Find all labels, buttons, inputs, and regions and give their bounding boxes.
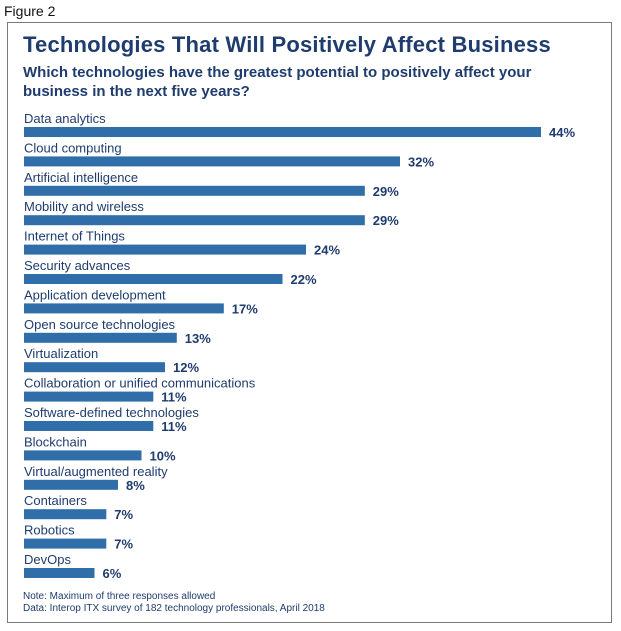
value-label: 11% xyxy=(161,419,187,434)
bar xyxy=(24,538,107,549)
figure-label: Figure 2 xyxy=(4,3,56,19)
value-label: 32% xyxy=(408,154,434,169)
note-data-source: Data: Interop ITX survey of 182 technolo… xyxy=(23,603,325,614)
category-label: Robotics xyxy=(24,523,75,538)
bar xyxy=(24,244,306,255)
value-label: 7% xyxy=(114,537,133,552)
value-label: 6% xyxy=(103,566,122,581)
category-label: Open source technologies xyxy=(24,317,176,332)
category-label: Cloud computing xyxy=(24,140,122,155)
bar xyxy=(24,127,541,137)
bar xyxy=(24,421,154,431)
category-label: Application development xyxy=(24,287,166,302)
value-label: 29% xyxy=(373,184,399,199)
chart-subtitle: Which technologies have the greatest pot… xyxy=(23,64,532,100)
category-label: DevOps xyxy=(24,552,71,567)
category-label: Data analytics xyxy=(24,111,106,126)
chart-frame xyxy=(7,22,612,623)
value-label: 24% xyxy=(314,243,340,258)
note-responses: Note: Maximum of three responses allowed xyxy=(23,591,216,602)
bar xyxy=(24,568,95,578)
chart-title: Technologies That Will Positively Affect… xyxy=(23,32,551,57)
value-label: 7% xyxy=(114,507,133,522)
value-label: 22% xyxy=(291,272,317,287)
category-label: Virtualization xyxy=(24,346,98,361)
bar xyxy=(24,274,283,284)
value-label: 13% xyxy=(185,331,211,346)
bar xyxy=(24,450,142,461)
category-label: Security advances xyxy=(24,258,131,273)
bar xyxy=(24,509,107,520)
category-label: Containers xyxy=(24,493,87,508)
bar xyxy=(24,215,365,226)
value-label: 44% xyxy=(549,125,575,140)
category-label: Internet of Things xyxy=(24,229,125,244)
bar xyxy=(24,332,177,343)
category-label: Mobility and wireless xyxy=(24,199,144,214)
category-label: Blockchain xyxy=(24,434,87,449)
category-label: Software-defined technologies xyxy=(24,405,199,420)
bar xyxy=(24,391,154,402)
bar xyxy=(24,156,400,167)
value-label: 11% xyxy=(161,390,187,405)
bar xyxy=(24,479,118,490)
bar xyxy=(24,303,224,314)
chart-notes: Note: Maximum of three responses allowed… xyxy=(23,591,325,615)
value-label: 8% xyxy=(126,478,145,493)
value-label: 12% xyxy=(173,360,199,375)
category-label: Artificial intelligence xyxy=(24,170,138,185)
value-label: 29% xyxy=(373,213,399,228)
category-label: Virtual/augmented reality xyxy=(24,464,168,479)
category-label: Collaboration or unified communications xyxy=(24,376,256,391)
bar xyxy=(24,362,165,373)
value-label: 17% xyxy=(232,301,258,316)
bar xyxy=(24,185,365,196)
value-label: 10% xyxy=(150,448,176,463)
